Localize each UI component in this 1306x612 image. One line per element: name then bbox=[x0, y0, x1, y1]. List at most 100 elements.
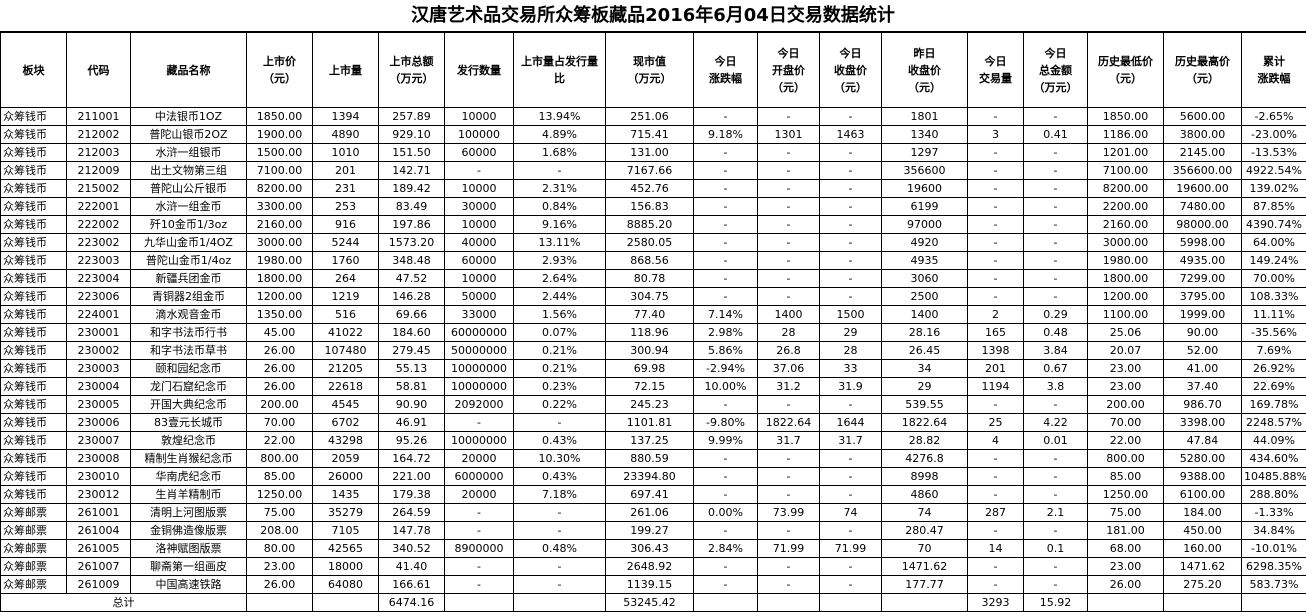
cell-today-open: 31.7 bbox=[758, 432, 820, 450]
cell-market-value: 868.56 bbox=[606, 252, 694, 270]
cell-code: 224001 bbox=[67, 306, 131, 324]
header-today-amount: 今日 总金额 （万元） bbox=[1024, 33, 1088, 108]
cell-today-amount: - bbox=[1024, 468, 1088, 486]
cell-yesterday-close: 177.77 bbox=[882, 576, 968, 594]
cell-today-amount: 4.22 bbox=[1024, 414, 1088, 432]
cell-listing-price: 26.00 bbox=[247, 342, 313, 360]
cell-listing-qty: 1760 bbox=[313, 252, 379, 270]
cell-item-name: 普陀山金币1/4oz bbox=[131, 252, 247, 270]
cell-listing-ratio: 4.89% bbox=[514, 126, 606, 144]
cell-issue-qty: - bbox=[445, 576, 514, 594]
cell-listing-ratio: 0.07% bbox=[514, 324, 606, 342]
header-today-close: 今日 收盘价 （元） bbox=[820, 33, 882, 108]
cell-market-value: 452.76 bbox=[606, 180, 694, 198]
cell-today-close: - bbox=[820, 450, 882, 468]
cell-today-change: - bbox=[694, 576, 758, 594]
cell-listing-qty: 1219 bbox=[313, 288, 379, 306]
cell-cum-change: 87.85% bbox=[1242, 198, 1306, 216]
cell-today-close: 31.9 bbox=[820, 378, 882, 396]
cell-listing-price: 23.00 bbox=[247, 558, 313, 576]
cell-hist-low: 1800.00 bbox=[1088, 270, 1164, 288]
header-listing-price: 上市价 （元） bbox=[247, 33, 313, 108]
cell-code: 223004 bbox=[67, 270, 131, 288]
cell-issue-qty: 10000 bbox=[445, 270, 514, 288]
cell-listing-qty: 1435 bbox=[313, 486, 379, 504]
cell-listing-total: 189.42 bbox=[379, 180, 445, 198]
cell-listing-price: 3300.00 bbox=[247, 198, 313, 216]
cell-listing-price: 1500.00 bbox=[247, 144, 313, 162]
cell-listing-price: 2160.00 bbox=[247, 216, 313, 234]
header-market-value: 现市值 （万元） bbox=[606, 33, 694, 108]
total-amount: 15.92 bbox=[1024, 594, 1088, 612]
cell-market-value: 304.75 bbox=[606, 288, 694, 306]
cell-market-value: 715.41 bbox=[606, 126, 694, 144]
cell-today-volume: - bbox=[968, 522, 1024, 540]
cell-listing-price: 1800.00 bbox=[247, 270, 313, 288]
cell-yesterday-close: 4276.8 bbox=[882, 450, 968, 468]
cell-today-amount: 0.1 bbox=[1024, 540, 1088, 558]
cell-listing-price: 1200.00 bbox=[247, 288, 313, 306]
total-market-value: 53245.42 bbox=[606, 594, 694, 612]
cell-cum-change: 64.00% bbox=[1242, 234, 1306, 252]
cell-today-amount: - bbox=[1024, 180, 1088, 198]
cell-market-value: 306.43 bbox=[606, 540, 694, 558]
cell-hist-low: 3000.00 bbox=[1088, 234, 1164, 252]
cell-today-volume: 25 bbox=[968, 414, 1024, 432]
cell-hist-high: 3398.00 bbox=[1164, 414, 1242, 432]
cell-market-value: 245.23 bbox=[606, 396, 694, 414]
cell-listing-price: 800.00 bbox=[247, 450, 313, 468]
cell-listing-ratio: - bbox=[514, 162, 606, 180]
cell-yesterday-close: 2500 bbox=[882, 288, 968, 306]
cell-listing-total: 55.13 bbox=[379, 360, 445, 378]
cell-listing-price: 26.00 bbox=[247, 576, 313, 594]
cell-listing-price: 22.00 bbox=[247, 432, 313, 450]
cell-listing-total: 90.90 bbox=[379, 396, 445, 414]
cell-today-change: - bbox=[694, 108, 758, 126]
cell-issue-qty: 20000 bbox=[445, 450, 514, 468]
cell-today-open: - bbox=[758, 252, 820, 270]
cell-yesterday-close: 8998 bbox=[882, 468, 968, 486]
cell-item-name: 和字书法币行书 bbox=[131, 324, 247, 342]
cell-hist-high: 90.00 bbox=[1164, 324, 1242, 342]
total-row: 总计 6474.16 53245.42 3293 15.92 bbox=[1, 594, 1306, 612]
total-cell-empty bbox=[882, 594, 968, 612]
cell-market-value: 697.41 bbox=[606, 486, 694, 504]
cell-sector: 众筹钱币 bbox=[1, 252, 67, 270]
cell-today-volume: - bbox=[968, 180, 1024, 198]
cell-hist-high: 3795.00 bbox=[1164, 288, 1242, 306]
cell-code: 230003 bbox=[67, 360, 131, 378]
cell-sector: 众筹钱币 bbox=[1, 270, 67, 288]
cell-hist-high: 4935.00 bbox=[1164, 252, 1242, 270]
cell-today-amount: - bbox=[1024, 522, 1088, 540]
cell-sector: 众筹钱币 bbox=[1, 468, 67, 486]
cell-listing-qty: 41022 bbox=[313, 324, 379, 342]
cell-today-change: 5.86% bbox=[694, 342, 758, 360]
cell-today-amount: - bbox=[1024, 396, 1088, 414]
total-cell-empty bbox=[820, 594, 882, 612]
cell-cum-change: 288.80% bbox=[1242, 486, 1306, 504]
cell-sector: 众筹钱币 bbox=[1, 162, 67, 180]
cell-code: 230010 bbox=[67, 468, 131, 486]
cell-hist-high: 19600.00 bbox=[1164, 180, 1242, 198]
cell-market-value: 118.96 bbox=[606, 324, 694, 342]
cell-listing-total: 340.52 bbox=[379, 540, 445, 558]
cell-cum-change: -1.33% bbox=[1242, 504, 1306, 522]
cell-code: 223002 bbox=[67, 234, 131, 252]
cell-today-close: 1644 bbox=[820, 414, 882, 432]
cell-listing-price: 1350.00 bbox=[247, 306, 313, 324]
cell-listing-ratio: 0.43% bbox=[514, 432, 606, 450]
cell-code: 230001 bbox=[67, 324, 131, 342]
cell-item-name: 精制生肖猴纪念币 bbox=[131, 450, 247, 468]
cell-listing-qty: 231 bbox=[313, 180, 379, 198]
cell-code: 230004 bbox=[67, 378, 131, 396]
cell-today-open: 31.2 bbox=[758, 378, 820, 396]
cell-hist-high: 41.00 bbox=[1164, 360, 1242, 378]
cell-listing-price: 1980.00 bbox=[247, 252, 313, 270]
